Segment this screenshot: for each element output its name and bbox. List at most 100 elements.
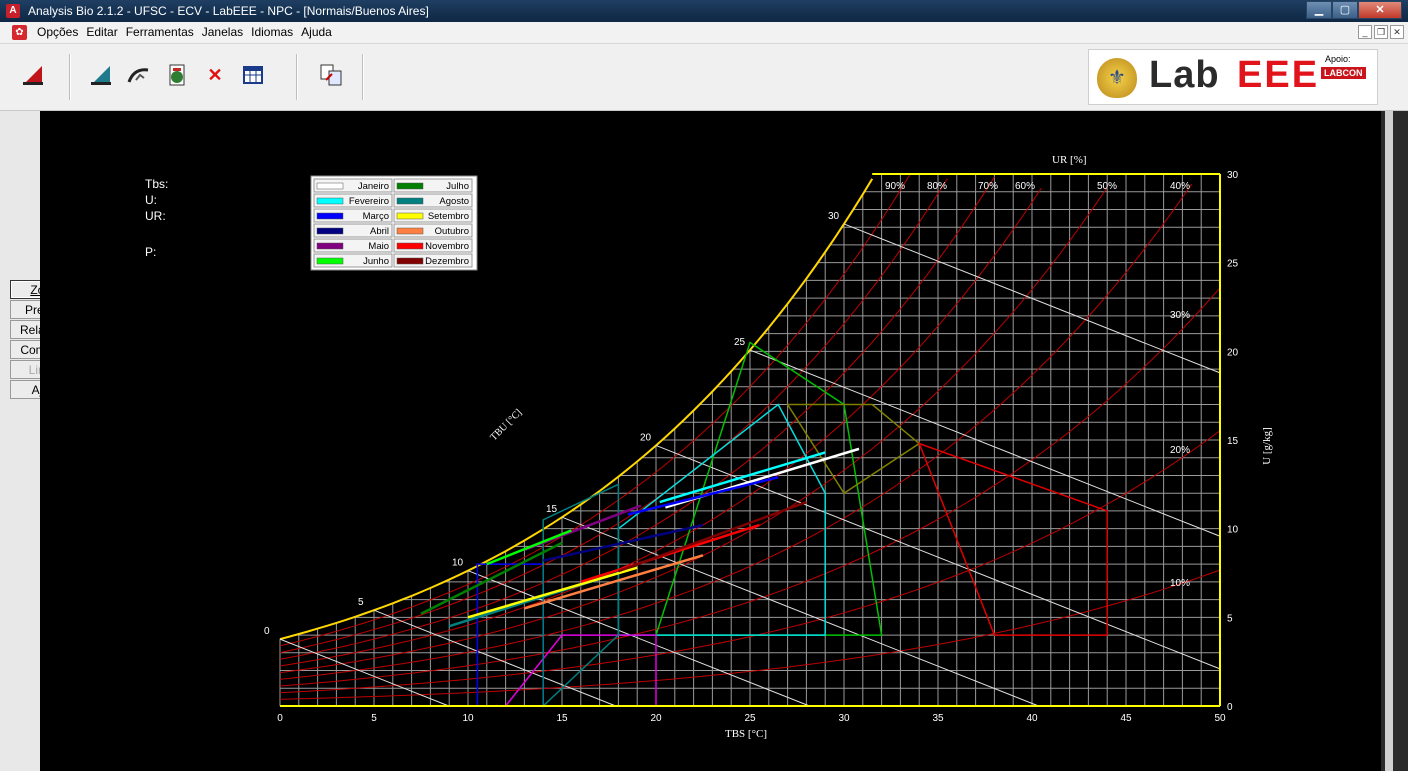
legend-label: Maio bbox=[368, 241, 389, 252]
open-chart-icon[interactable] bbox=[20, 62, 46, 88]
delete-icon[interactable]: ✕ bbox=[207, 65, 223, 85]
wet-bulb-line bbox=[561, 516, 1039, 707]
rh-curves bbox=[279, 174, 1221, 700]
legend-swatch bbox=[396, 227, 424, 235]
menu-opcoes[interactable]: Opções bbox=[37, 25, 79, 39]
ufsc-crest-icon: ⚜ bbox=[1097, 58, 1137, 98]
x-tick-label: 0 bbox=[277, 713, 283, 724]
zones-chart-icon[interactable] bbox=[88, 62, 114, 88]
rh-side-label: 10% bbox=[1170, 578, 1190, 589]
rh-curve bbox=[279, 430, 1221, 694]
scrollbar-thumb[interactable] bbox=[1385, 111, 1393, 771]
rh-curve bbox=[279, 187, 1108, 674]
rh-curve bbox=[279, 569, 1221, 700]
month-line-abril bbox=[542, 523, 704, 562]
document-icon[interactable]: ✿ bbox=[12, 25, 27, 40]
psychrometric-chart-area[interactable]: 0 5 10 15 20 25 30 0 5 10 15 20 25 30 35 40 45 50 0 5 10 15 20… bbox=[40, 111, 1381, 771]
wet-bulb-tick-label: 15 bbox=[546, 504, 558, 515]
rh-curve bbox=[279, 174, 911, 647]
legend-swatch bbox=[316, 212, 344, 220]
legend-label: Março bbox=[363, 211, 389, 222]
wet-bulb-tick-label: 25 bbox=[734, 337, 746, 348]
legend-label: Fevereiro bbox=[349, 196, 389, 207]
x-tick-label: 20 bbox=[650, 713, 662, 724]
toolbar: ✕ ⚜ Lab EEE Apoio: LABCON bbox=[0, 44, 1408, 111]
wet-bulb-tick-label: 20 bbox=[640, 432, 652, 443]
legend-label: Agosto bbox=[439, 196, 469, 207]
menu-janelas[interactable]: Janelas bbox=[201, 25, 244, 39]
x-tick-label: 25 bbox=[744, 713, 756, 724]
menu-items: Opções Editar Ferramentas Janelas Idioma… bbox=[37, 25, 332, 39]
logo-apoio-text: Apoio: bbox=[1325, 54, 1351, 64]
menu-editar[interactable]: Editar bbox=[86, 25, 118, 39]
x-tick-label: 15 bbox=[556, 713, 568, 724]
menu-idiomas[interactable]: Idiomas bbox=[251, 25, 294, 39]
export-icon[interactable] bbox=[318, 62, 344, 88]
rh-side-label: 20% bbox=[1170, 445, 1190, 456]
x-tick-label: 30 bbox=[838, 713, 850, 724]
bioclimatic-zones bbox=[476, 341, 1108, 708]
legend-swatch bbox=[316, 257, 344, 265]
month-legend: Janeiro Julho Fevereiro Agosto Março Setembro… bbox=[310, 175, 478, 271]
legend-swatch bbox=[396, 257, 424, 265]
table-icon[interactable] bbox=[240, 62, 266, 88]
legend-swatch bbox=[396, 212, 424, 220]
rh-top-label: 60% bbox=[1015, 181, 1035, 192]
mdi-restore-button[interactable]: ❐ bbox=[1374, 25, 1388, 39]
zone-outline bbox=[542, 483, 620, 708]
labeee-logo: ⚜ Lab EEE Apoio: LABCON bbox=[1088, 49, 1378, 105]
logo-lab-text: Lab bbox=[1149, 54, 1220, 96]
legend-label: Junho bbox=[363, 256, 389, 267]
month-line-setembro bbox=[467, 566, 638, 619]
menu-ferramentas[interactable]: Ferramentas bbox=[125, 25, 194, 39]
monthly-lines bbox=[420, 447, 860, 628]
rh-top-label: 40% bbox=[1170, 181, 1190, 192]
maximize-button[interactable]: ▢ bbox=[1332, 1, 1358, 19]
legend-swatch bbox=[396, 197, 424, 205]
y-tick-label: 20 bbox=[1227, 347, 1239, 358]
y-tick-label: 15 bbox=[1227, 436, 1239, 447]
window-controls: ▁ ▢ ✕ bbox=[1306, 1, 1402, 19]
readout-p: P: bbox=[145, 245, 156, 259]
window-title-bar: A Analysis Bio 2.1.2 - UFSC - ECV - LabE… bbox=[0, 0, 1408, 22]
legend-label: Abril bbox=[370, 226, 389, 237]
toolbar-separator bbox=[296, 54, 298, 100]
legend-swatch bbox=[396, 182, 424, 190]
wet-bulb-line bbox=[373, 609, 616, 707]
month-line-dezembro bbox=[617, 500, 807, 573]
window-title: Analysis Bio 2.1.2 - UFSC - ECV - LabEEE… bbox=[28, 4, 429, 18]
y-tick-label: 30 bbox=[1227, 170, 1239, 181]
legend-label: Outubro bbox=[435, 226, 469, 237]
app-icon[interactable]: A bbox=[6, 4, 20, 18]
wet-bulb-line bbox=[467, 570, 810, 707]
toolbar-separator bbox=[362, 54, 364, 100]
month-line-julho bbox=[420, 541, 563, 615]
zone-outline bbox=[917, 442, 1108, 636]
rh-curve bbox=[279, 187, 1042, 667]
x-tick-label: 40 bbox=[1026, 713, 1038, 724]
legend-swatch bbox=[316, 242, 344, 250]
wet-bulb-line bbox=[279, 638, 450, 707]
rh-top-label: 90% bbox=[885, 181, 905, 192]
x-tick-label: 35 bbox=[932, 713, 944, 724]
x-tick-label: 10 bbox=[462, 713, 474, 724]
y-axis-title: U [g/kg] bbox=[1261, 427, 1273, 465]
minimize-button[interactable]: ▁ bbox=[1306, 1, 1332, 19]
wet-bulb-axis-title: TBU [°C] bbox=[488, 407, 524, 443]
wet-bulb-line bbox=[843, 223, 1221, 374]
vertical-scrollbar[interactable] bbox=[1381, 111, 1408, 771]
legend-swatch bbox=[396, 242, 424, 250]
curve-icon[interactable] bbox=[126, 62, 152, 88]
zone-outline bbox=[786, 403, 921, 495]
rh-top-label: 80% bbox=[927, 181, 947, 192]
close-button[interactable]: ✕ bbox=[1358, 1, 1402, 19]
data-file-icon[interactable] bbox=[164, 62, 190, 88]
menu-ajuda[interactable]: Ajuda bbox=[301, 25, 332, 39]
mdi-minimize-button[interactable]: _ bbox=[1358, 25, 1372, 39]
y-tick-label: 25 bbox=[1227, 259, 1239, 270]
wet-bulb-tick-label: 30 bbox=[828, 211, 840, 222]
y-tick-label: 5 bbox=[1227, 613, 1233, 624]
mdi-close-button[interactable]: ✕ bbox=[1390, 25, 1404, 39]
menu-bar: ✿ Opções Editar Ferramentas Janelas Idio… bbox=[0, 22, 1408, 44]
